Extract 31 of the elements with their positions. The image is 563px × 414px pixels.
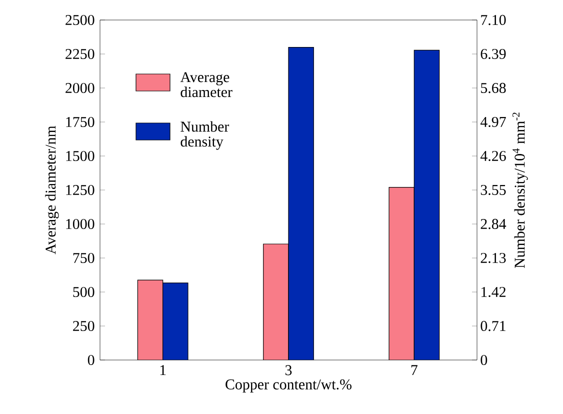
y2-tick-label: 4.97 xyxy=(480,116,506,128)
y-tick-label: 1000 xyxy=(66,218,94,230)
y-tick-label: 0 xyxy=(88,354,94,366)
y-tick-label: 1250 xyxy=(66,184,94,196)
y2-tick-label: 2.13 xyxy=(480,252,506,264)
x-axis-title: Copper content/wt.% xyxy=(226,379,352,393)
y2-tick-label: 1.42 xyxy=(481,286,506,298)
y-axis-title: Average diameter/nm xyxy=(45,126,59,254)
y-tick-label: 500 xyxy=(73,286,94,298)
y-tick-label: 2500 xyxy=(66,14,94,26)
y2-tick-label: 5.68 xyxy=(481,82,506,94)
y-tick-label: 2000 xyxy=(66,82,94,94)
y2-tick-label: 2.84 xyxy=(480,218,506,230)
legend-label: Average diameter xyxy=(180,72,232,98)
y-tick-label: 1750 xyxy=(66,116,94,128)
x-tick-label: 7 xyxy=(411,365,418,375)
y-tick-label: 2250 xyxy=(66,48,94,60)
y2-tick-label: 3.55 xyxy=(480,184,506,196)
y-tick-label: 250 xyxy=(73,320,94,332)
y-tick-label: 1500 xyxy=(66,150,94,162)
y2-tick-label: 0 xyxy=(480,354,488,366)
x-tick-label: 3 xyxy=(285,365,292,376)
y2-axis-title: Number density/10$^{4}$ mm$^{-2}$ xyxy=(512,112,528,268)
y2-tick-label: 4.26 xyxy=(480,150,506,162)
x-tick-label: 1 xyxy=(160,365,166,376)
bar xyxy=(288,47,314,360)
y-tick-label: 750 xyxy=(73,252,94,264)
y2-tick-label: 7.10 xyxy=(481,14,506,26)
y2-tick-label: 0.71 xyxy=(480,320,506,332)
legend-label: Number density xyxy=(180,121,230,150)
y2-tick-label: 6.39 xyxy=(480,48,506,60)
